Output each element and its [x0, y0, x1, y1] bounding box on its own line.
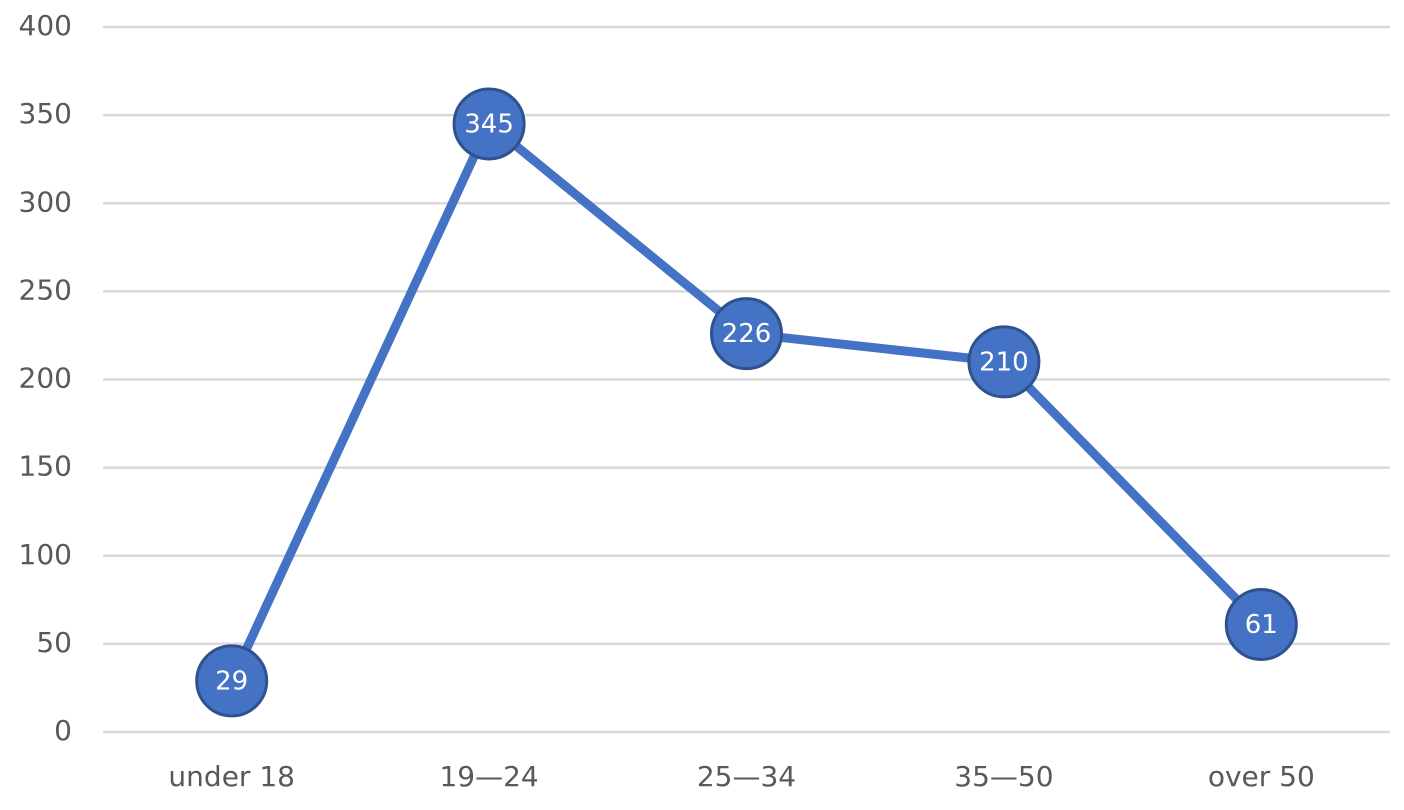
x-tick-label: under 18	[168, 760, 295, 793]
y-tick-label: 300	[19, 185, 72, 218]
data-label: 61	[1245, 610, 1278, 640]
data-label: 29	[215, 666, 248, 696]
y-tick-label: 50	[36, 626, 72, 659]
marker	[195, 644, 269, 718]
x-tick-label: 19—24	[439, 760, 538, 793]
marker	[967, 325, 1041, 399]
y-tick-label: 100	[19, 538, 72, 571]
data-label: 210	[979, 347, 1029, 377]
y-tick-label: 400	[19, 9, 72, 42]
marker	[710, 297, 783, 371]
y-tick-label: 250	[19, 273, 72, 306]
x-tick-label: 35—50	[954, 760, 1053, 793]
marker	[1224, 587, 1298, 661]
y-tick-label: 350	[19, 97, 72, 130]
series-line	[227, 119, 1265, 683]
y-tick-label: 200	[19, 362, 72, 395]
y-tick-label: 150	[19, 450, 72, 483]
x-tick-label: over 50	[1208, 760, 1315, 793]
data-label: 345	[464, 109, 514, 139]
data-label: 226	[722, 319, 772, 349]
y-tick-label: 0	[54, 714, 72, 747]
x-tick-label: 25—34	[697, 760, 796, 793]
marker	[452, 87, 526, 161]
